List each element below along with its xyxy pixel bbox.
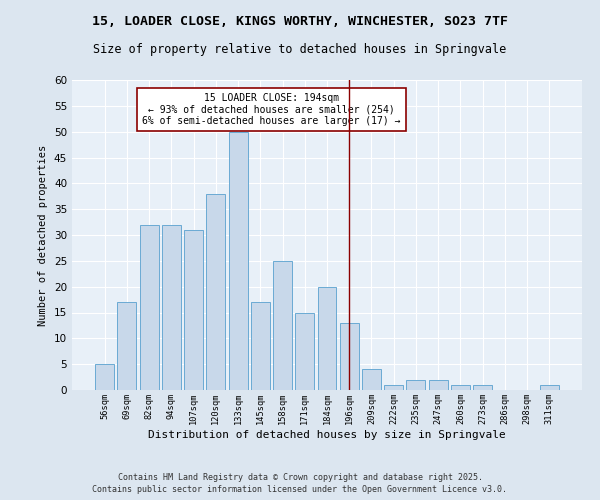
Bar — [118, 302, 136, 390]
Bar — [162, 224, 181, 390]
Text: Size of property relative to detached houses in Springvale: Size of property relative to detached ho… — [94, 42, 506, 56]
Text: Contains HM Land Registry data © Crown copyright and database right 2025.
Contai: Contains HM Land Registry data © Crown c… — [92, 472, 508, 494]
Bar — [340, 323, 359, 390]
Bar — [406, 380, 425, 390]
Text: 15, LOADER CLOSE, KINGS WORTHY, WINCHESTER, SO23 7TF: 15, LOADER CLOSE, KINGS WORTHY, WINCHEST… — [92, 15, 508, 28]
Bar — [140, 224, 158, 390]
Bar — [229, 132, 248, 390]
Bar — [540, 385, 559, 390]
Y-axis label: Number of detached properties: Number of detached properties — [38, 144, 49, 326]
Bar — [251, 302, 270, 390]
Bar — [362, 370, 381, 390]
Bar — [429, 380, 448, 390]
Bar — [95, 364, 114, 390]
Bar — [473, 385, 492, 390]
Bar — [206, 194, 225, 390]
X-axis label: Distribution of detached houses by size in Springvale: Distribution of detached houses by size … — [148, 430, 506, 440]
Bar — [451, 385, 470, 390]
Bar — [273, 261, 292, 390]
Bar — [295, 312, 314, 390]
Bar — [317, 286, 337, 390]
Text: 15 LOADER CLOSE: 194sqm
← 93% of detached houses are smaller (254)
6% of semi-de: 15 LOADER CLOSE: 194sqm ← 93% of detache… — [142, 93, 401, 126]
Bar — [184, 230, 203, 390]
Bar — [384, 385, 403, 390]
